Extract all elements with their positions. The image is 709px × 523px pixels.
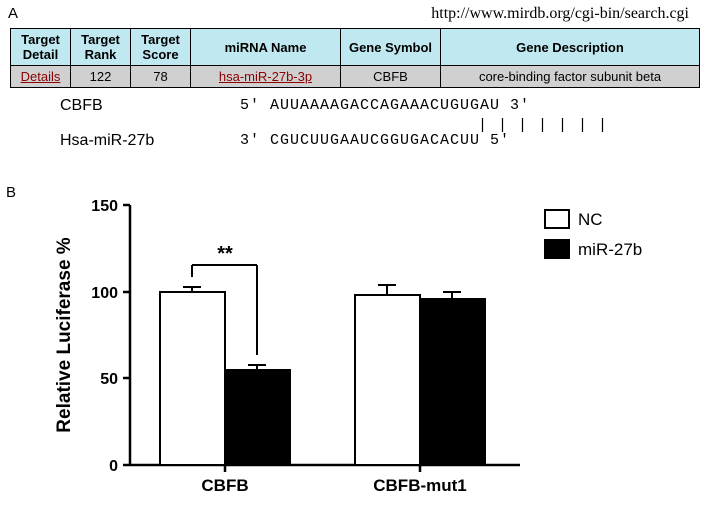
panel-b-label: B	[6, 184, 16, 201]
th-gene: Gene Symbol	[341, 29, 441, 66]
bar-mut1-nc	[355, 295, 420, 465]
bond-lines: | | | | | | |	[478, 121, 608, 130]
source-url: http://www.mirdb.org/cgi-bin/search.cgi	[431, 5, 689, 23]
cbfb-sequence: 5' AUUAAAAGACCAGAAACUGUGAU 3'	[240, 95, 530, 117]
th-detail: Target Detail	[11, 29, 71, 66]
panel-a-label: A	[8, 5, 18, 22]
sequence-alignment: CBFB 5' AUUAAAAGACCAGAAACUGUGAU 3' | | |…	[60, 95, 608, 157]
bar-cbfb-mir27b	[225, 370, 290, 465]
mir-label: Hsa-miR-27b	[60, 130, 240, 152]
x-label-cbfb: CBFB	[201, 476, 248, 495]
td-mirna[interactable]: hsa-miR-27b-3p	[191, 66, 341, 88]
th-desc: Gene Description	[441, 29, 700, 66]
bar-cbfb-nc	[160, 292, 225, 465]
svg-text:100: 100	[91, 285, 118, 302]
td-rank: 122	[71, 66, 131, 88]
bars-cbfb	[160, 287, 290, 465]
td-detail[interactable]: Details	[11, 66, 71, 88]
legend-swatch-mir27b	[545, 240, 569, 258]
td-gene: CBFB	[341, 66, 441, 88]
x-label-mut1: CBFB-mut1	[373, 476, 467, 495]
bar-mut1-mir27b	[420, 299, 485, 465]
legend-swatch-nc	[545, 210, 569, 228]
td-desc: core-binding factor subunit beta	[441, 66, 700, 88]
luciferase-chart: 0 50 100 150 Relative Luciferase % CBFB	[50, 185, 700, 515]
legend-label-mir27b: miR-27b	[578, 240, 642, 259]
th-mirna: miRNA Name	[191, 29, 341, 66]
mir-sequence: 3' CGUCUUGAAUCGGUGACACUU 5'	[240, 130, 510, 152]
bars-cbfb-mut1	[355, 285, 485, 465]
th-rank: Target Rank	[71, 29, 131, 66]
th-score: Target Score	[131, 29, 191, 66]
y-axis-label: Relative Luciferase %	[54, 237, 75, 432]
svg-text:**: **	[217, 243, 233, 265]
mirdb-table: Target Detail Target Rank Target Score m…	[10, 28, 700, 88]
legend-label-nc: NC	[578, 210, 603, 229]
td-score: 78	[131, 66, 191, 88]
svg-text:150: 150	[91, 198, 118, 215]
svg-text:0: 0	[109, 458, 118, 475]
legend: NC miR-27b	[545, 210, 642, 259]
cbfb-label: CBFB	[60, 95, 240, 117]
svg-text:50: 50	[100, 371, 118, 388]
y-ticks: 0 50 100 150	[91, 198, 130, 475]
